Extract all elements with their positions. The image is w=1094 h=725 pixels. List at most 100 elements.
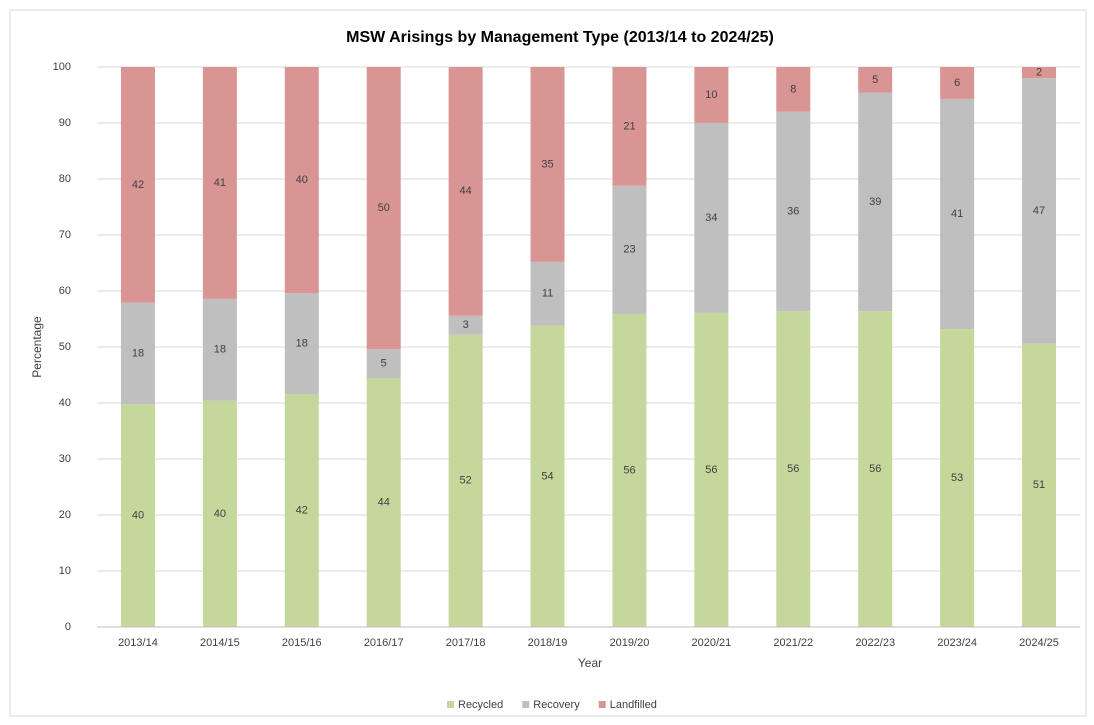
data-label: 44 [460,185,472,197]
bar-segment [120,404,155,627]
x-tick-label: 2015/16 [282,637,322,649]
y-tick-label: 20 [59,509,71,521]
bar-segment [284,394,319,627]
bar-segment [940,98,975,330]
bar-segment [284,67,319,294]
bar-segment [366,67,401,350]
data-label: 50 [378,202,390,214]
bar-segment [366,349,401,379]
data-label: 40 [296,174,308,186]
data-label: 56 [623,464,635,476]
data-label: 18 [132,347,144,359]
bar-segment [694,123,729,313]
legend-label: Landfilled [610,699,657,711]
bar-segment [202,67,237,299]
y-tick-label: 60 [59,285,71,297]
chart-title: MSW Arisings by Management Type (2013/14… [346,29,774,46]
data-label: 44 [378,497,390,509]
data-label: 5 [872,74,878,86]
bar-segment [530,261,565,326]
data-label: 3 [463,319,469,331]
x-axis-label: Year [578,656,602,670]
legend-swatch [598,701,606,708]
y-tick-label: 80 [59,173,71,185]
bar-segment [530,67,565,262]
bar-segment [448,315,483,335]
x-tick-label: 2020/21 [691,637,731,649]
data-label: 52 [460,475,472,487]
bar-segment [120,67,155,303]
y-axis-label: Percentage [30,316,44,378]
data-label: 41 [214,177,226,189]
y-tick-label: 10 [59,565,71,577]
y-tick-label: 0 [65,621,71,633]
x-tick-label: 2024/25 [1019,637,1059,649]
x-tick-label: 2018/19 [528,637,568,649]
bar-segment [858,311,893,627]
bar-segment [366,378,401,627]
y-tick-label: 90 [59,117,71,129]
bar-segment [1022,78,1057,344]
data-label: 18 [214,344,226,356]
bar-segment [202,400,237,627]
bar-segment [858,67,893,93]
y-tick-label: 50 [59,341,71,353]
data-label: 54 [541,470,553,482]
data-label: 18 [296,338,308,350]
bar-segment [776,311,811,627]
legend-label: Recycled [458,699,503,711]
data-label: 40 [214,508,226,520]
x-tick-label: 2023/24 [937,637,977,649]
data-label: 36 [787,205,799,217]
data-label: 5 [381,358,387,370]
data-label: 35 [541,158,553,170]
data-label: 21 [623,120,635,132]
bar-segment [1022,67,1057,79]
bar-segment [694,67,729,123]
legend-swatch [522,701,530,708]
bar-segment [776,111,811,312]
data-label: 56 [705,464,717,476]
x-tick-label: 2013/14 [118,637,158,649]
data-label: 56 [869,463,881,475]
bar-segment [940,329,975,627]
x-tick-label: 2016/17 [364,637,404,649]
bar-segment [612,313,647,627]
bar-segment [612,67,647,186]
x-tick-label: 2022/23 [855,637,895,649]
data-label: 23 [623,244,635,256]
bar-segment [776,67,811,112]
bar-segment [940,67,975,99]
bar-segment [120,302,155,405]
data-label: 42 [132,179,144,191]
data-label: 51 [1033,479,1045,491]
data-label: 47 [1033,205,1045,217]
data-label: 42 [296,504,308,516]
bar-segment [284,293,319,395]
legend-swatch [447,701,454,708]
data-label: 8 [790,83,796,95]
data-label: 53 [951,472,963,484]
bar-segment [694,312,729,627]
bar-segment [858,92,893,312]
data-label: 34 [705,212,717,224]
data-label: 39 [869,196,881,208]
bar-segment [448,67,483,316]
data-label: 40 [132,509,144,521]
y-tick-label: 100 [53,61,71,73]
y-tick-label: 70 [59,229,71,241]
x-tick-label: 2014/15 [200,637,240,649]
x-tick-label: 2021/22 [773,637,813,649]
data-label: 56 [787,463,799,475]
bar-segment [448,334,483,627]
data-label: 2 [1036,67,1042,79]
x-tick-label: 2019/20 [610,637,650,649]
bar-segment [612,185,647,314]
y-tick-label: 30 [59,453,71,465]
x-tick-label: 2017/18 [446,637,486,649]
bar-segment [530,325,565,627]
data-label: 10 [705,89,717,101]
legend-label: Recovery [533,699,580,711]
data-label: 11 [542,288,553,300]
